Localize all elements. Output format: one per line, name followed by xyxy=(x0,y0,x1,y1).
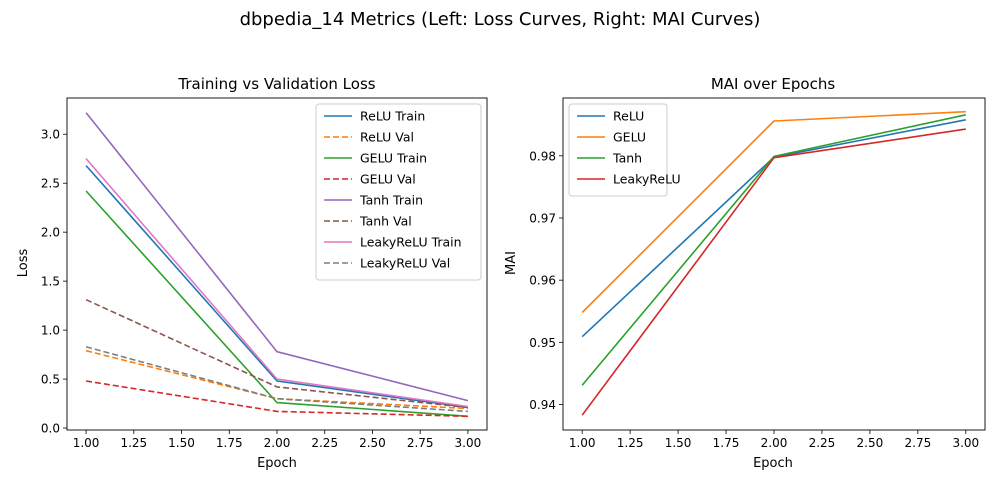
mai-x-tick-label: 2.00 xyxy=(761,436,788,450)
mai-x-tick-label: 2.75 xyxy=(905,436,932,450)
loss-x-tick-label: 1.50 xyxy=(168,436,195,450)
mai-x-tick-label: 1.75 xyxy=(713,436,740,450)
loss-legend-label: ReLU Train xyxy=(360,109,425,124)
loss-y-tick-label: 1.0 xyxy=(41,324,60,338)
mai-y-tick-label: 0.98 xyxy=(529,149,556,163)
mai-series-line-1 xyxy=(581,110,966,314)
loss-series-line-5 xyxy=(85,298,468,409)
loss-x-tick-label: 2.75 xyxy=(407,436,434,450)
mai-y-tick-label: 0.95 xyxy=(529,336,556,350)
mai-x-tick-label: 1.00 xyxy=(569,436,596,450)
loss-x-tick-label: 1.75 xyxy=(216,436,243,450)
loss-x-tick-label: 2.50 xyxy=(359,436,386,450)
loss-series-line-6 xyxy=(85,158,469,408)
mai-legend-label: GELU xyxy=(613,130,646,145)
loss-chart: Training vs Validation Loss Epoch Loss 1… xyxy=(16,75,488,471)
loss-legend-label: LeakyReLU Train xyxy=(360,235,462,250)
mai-y-tick-label: 0.97 xyxy=(529,211,556,225)
loss-legend: ReLU Train ReLU Val GELU Train GELU Val Tanh… xyxy=(315,103,482,281)
loss-x-tick-label: 2.25 xyxy=(311,436,338,450)
loss-legend-box xyxy=(315,103,482,281)
loss-y-tick-label: 2.0 xyxy=(41,226,60,240)
mai-legend-label: ReLU xyxy=(613,109,644,124)
loss-x-tick-label: 2.00 xyxy=(264,436,291,450)
loss-legend-label: GELU Val xyxy=(360,172,416,187)
loss-legend-label: Tanh Val xyxy=(359,214,412,229)
loss-series-line-0 xyxy=(85,165,469,409)
mai-y-tick-label: 0.96 xyxy=(529,274,556,288)
mai-x-tick-label: 3.00 xyxy=(952,436,979,450)
loss-y-axis-label: Loss xyxy=(16,249,31,278)
mai-x-tick-label: 2.25 xyxy=(809,436,836,450)
mai-y-tick-label: 0.94 xyxy=(529,398,556,412)
mai-x-tick-label: 2.50 xyxy=(857,436,884,450)
mai-x-tick-label: 1.25 xyxy=(617,436,644,450)
loss-legend-label: Tanh Train xyxy=(359,193,423,208)
mai-legend-box xyxy=(568,103,668,197)
loss-series-line-3 xyxy=(85,380,468,418)
loss-y-tick-label: 2.5 xyxy=(41,177,60,191)
mai-legend-label: Tanh xyxy=(612,151,642,166)
mai-legend-label: LeakyReLU xyxy=(613,172,681,187)
mai-series-line-2 xyxy=(581,114,966,386)
mai-legend: ReLU GELU Tanh LeakyReLU xyxy=(568,103,681,197)
loss-x-tick-label: 1.00 xyxy=(73,436,100,450)
loss-series-line-1 xyxy=(85,349,468,410)
loss-series-line-2 xyxy=(85,190,468,418)
mai-series-line-3 xyxy=(581,128,966,416)
loss-series-line-7 xyxy=(85,346,468,413)
loss-chart-title: Training vs Validation Loss xyxy=(177,75,375,93)
mai-x-axis-label: Epoch xyxy=(753,456,793,471)
loss-y-tick-label: 3.0 xyxy=(41,128,60,142)
loss-series-line-4 xyxy=(85,112,469,402)
loss-x-tick-label: 1.25 xyxy=(120,436,147,450)
loss-x-axis-label: Epoch xyxy=(257,456,297,471)
mai-chart-title: MAI over Epochs xyxy=(711,75,836,93)
loss-legend-label: LeakyReLU Val xyxy=(360,256,450,271)
mai-chart: MAI over Epochs Epoch MAI 1.00 1.25 1.50 1.… xyxy=(504,75,986,471)
figure-title: dbpedia_14 Metrics (Left: Loss Curves, R… xyxy=(240,9,761,30)
loss-legend-label: GELU Train xyxy=(360,151,427,166)
loss-legend-label: ReLU Val xyxy=(360,130,414,145)
loss-x-tick-label: 3.00 xyxy=(455,436,482,450)
mai-x-tick-label: 1.50 xyxy=(665,436,692,450)
loss-y-tick-label: 0.5 xyxy=(41,373,60,387)
mai-y-axis-label: MAI xyxy=(504,251,519,275)
loss-y-tick-label: 0.0 xyxy=(41,422,60,436)
loss-y-tick-label: 1.5 xyxy=(41,275,60,289)
